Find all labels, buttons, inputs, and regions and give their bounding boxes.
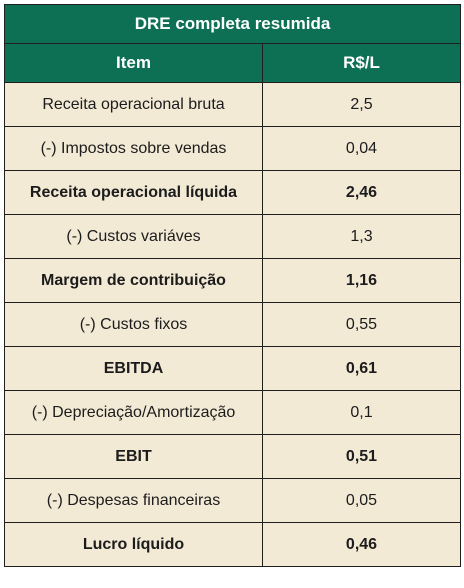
row-item-label: EBIT bbox=[4, 434, 263, 479]
row-value: 0,05 bbox=[262, 478, 461, 523]
row-value: 0,55 bbox=[262, 302, 461, 347]
column-header-item: Item bbox=[4, 43, 263, 83]
row-value: 0,04 bbox=[262, 126, 461, 171]
row-value: 1,16 bbox=[262, 258, 461, 303]
row-item-label: (-) Custos variáves bbox=[4, 214, 263, 259]
table-row: (-) Depreciação/Amortização 0,1 bbox=[4, 390, 461, 435]
table-row: Lucro líquido 0,46 bbox=[4, 522, 461, 567]
row-item-label: (-) Despesas financeiras bbox=[4, 478, 263, 523]
row-item-label: Receita operacional bruta bbox=[4, 82, 263, 127]
table-row: Margem de contribuição 1,16 bbox=[4, 258, 461, 303]
table-row: Receita operacional líquida 2,46 bbox=[4, 170, 461, 215]
row-value: 2,46 bbox=[262, 170, 461, 215]
row-item-label: (-) Custos fixos bbox=[4, 302, 263, 347]
table-row: (-) Despesas financeiras 0,05 bbox=[4, 478, 461, 523]
dre-table-container: DRE completa resumida Item R$/L Receita … bbox=[4, 4, 461, 567]
table-row: Receita operacional bruta 2,5 bbox=[4, 82, 461, 127]
row-item-label: EBITDA bbox=[4, 346, 263, 391]
table-title: DRE completa resumida bbox=[4, 4, 461, 44]
row-item-label: (-) Depreciação/Amortização bbox=[4, 390, 263, 435]
row-value: 2,5 bbox=[262, 82, 461, 127]
column-header-value: R$/L bbox=[262, 43, 461, 83]
table-row: (-) Custos fixos 0,55 bbox=[4, 302, 461, 347]
table-row: (-) Custos variáves 1,3 bbox=[4, 214, 461, 259]
row-value: 0,51 bbox=[262, 434, 461, 479]
table-row: EBIT 0,51 bbox=[4, 434, 461, 479]
table-row: (-) Impostos sobre vendas 0,04 bbox=[4, 126, 461, 171]
row-item-label: Lucro líquido bbox=[4, 522, 263, 567]
row-value: 0,46 bbox=[262, 522, 461, 567]
row-value: 0,61 bbox=[262, 346, 461, 391]
row-item-label: Receita operacional líquida bbox=[4, 170, 263, 215]
row-value: 0,1 bbox=[262, 390, 461, 435]
row-item-label: Margem de contribuição bbox=[4, 258, 263, 303]
row-item-label: (-) Impostos sobre vendas bbox=[4, 126, 263, 171]
row-value: 1,3 bbox=[262, 214, 461, 259]
table-body: Receita operacional bruta 2,5 (-) Impost… bbox=[4, 82, 461, 567]
table-row: EBITDA 0,61 bbox=[4, 346, 461, 391]
dre-table: DRE completa resumida Item R$/L Receita … bbox=[4, 4, 461, 567]
